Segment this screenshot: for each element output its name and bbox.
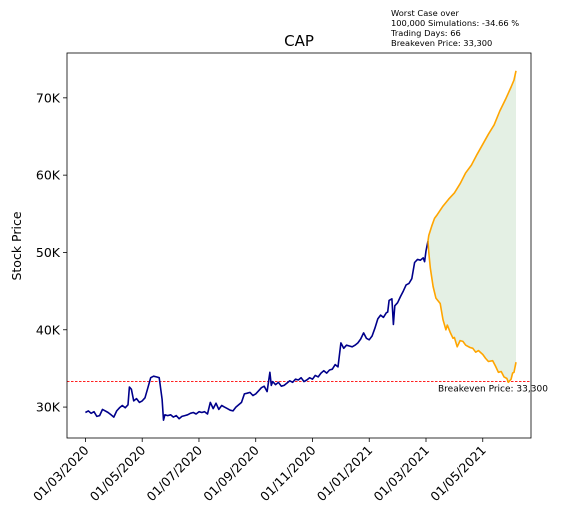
breakeven-label: Breakeven Price: 33,300 xyxy=(438,385,548,395)
series-line-historical xyxy=(85,240,429,422)
simulation-range-area xyxy=(428,70,516,383)
annotation-line: Breakeven Price: 33,300 xyxy=(391,38,492,48)
plot-area-frame xyxy=(66,52,532,439)
y-axis-ticks: 30K 40K 50K 60K 70K xyxy=(36,90,67,415)
annotation-line: 100,000 Simulations: -34.66 % xyxy=(391,18,519,28)
y-tick-label: 40K xyxy=(36,322,61,337)
series-lines xyxy=(85,70,517,422)
y-tick-label: 30K xyxy=(36,400,61,415)
x-tick-label: 01/03/2020 xyxy=(30,442,92,504)
series-line-simulated-lower xyxy=(427,240,517,384)
annotation-line: Worst Case over xyxy=(391,8,459,18)
y-tick-label: 70K xyxy=(36,90,61,105)
x-tick-label: 01/03/2021 xyxy=(371,443,433,505)
y-tick-label: 60K xyxy=(36,168,61,183)
simulation-range-fill xyxy=(428,70,516,383)
x-tick-label: 01/05/2021 xyxy=(427,443,489,505)
x-tick-label: 01/07/2020 xyxy=(144,442,206,504)
y-tick-label: 50K xyxy=(36,245,61,260)
x-tick-label: 01/11/2020 xyxy=(257,442,319,504)
annotation-line: Trading Days: 66 xyxy=(390,28,461,38)
x-tick-label: 01/05/2020 xyxy=(87,442,149,504)
x-tick-label: 01/09/2020 xyxy=(200,442,262,504)
series-line-simulated-upper xyxy=(427,70,517,242)
y-axis-label: Stock Price xyxy=(9,211,24,280)
x-tick-label: 01/01/2021 xyxy=(314,443,376,505)
x-axis-ticks: 01/03/202001/05/202001/07/202001/09/2020… xyxy=(30,438,489,504)
chart-title: CAP xyxy=(284,32,314,50)
